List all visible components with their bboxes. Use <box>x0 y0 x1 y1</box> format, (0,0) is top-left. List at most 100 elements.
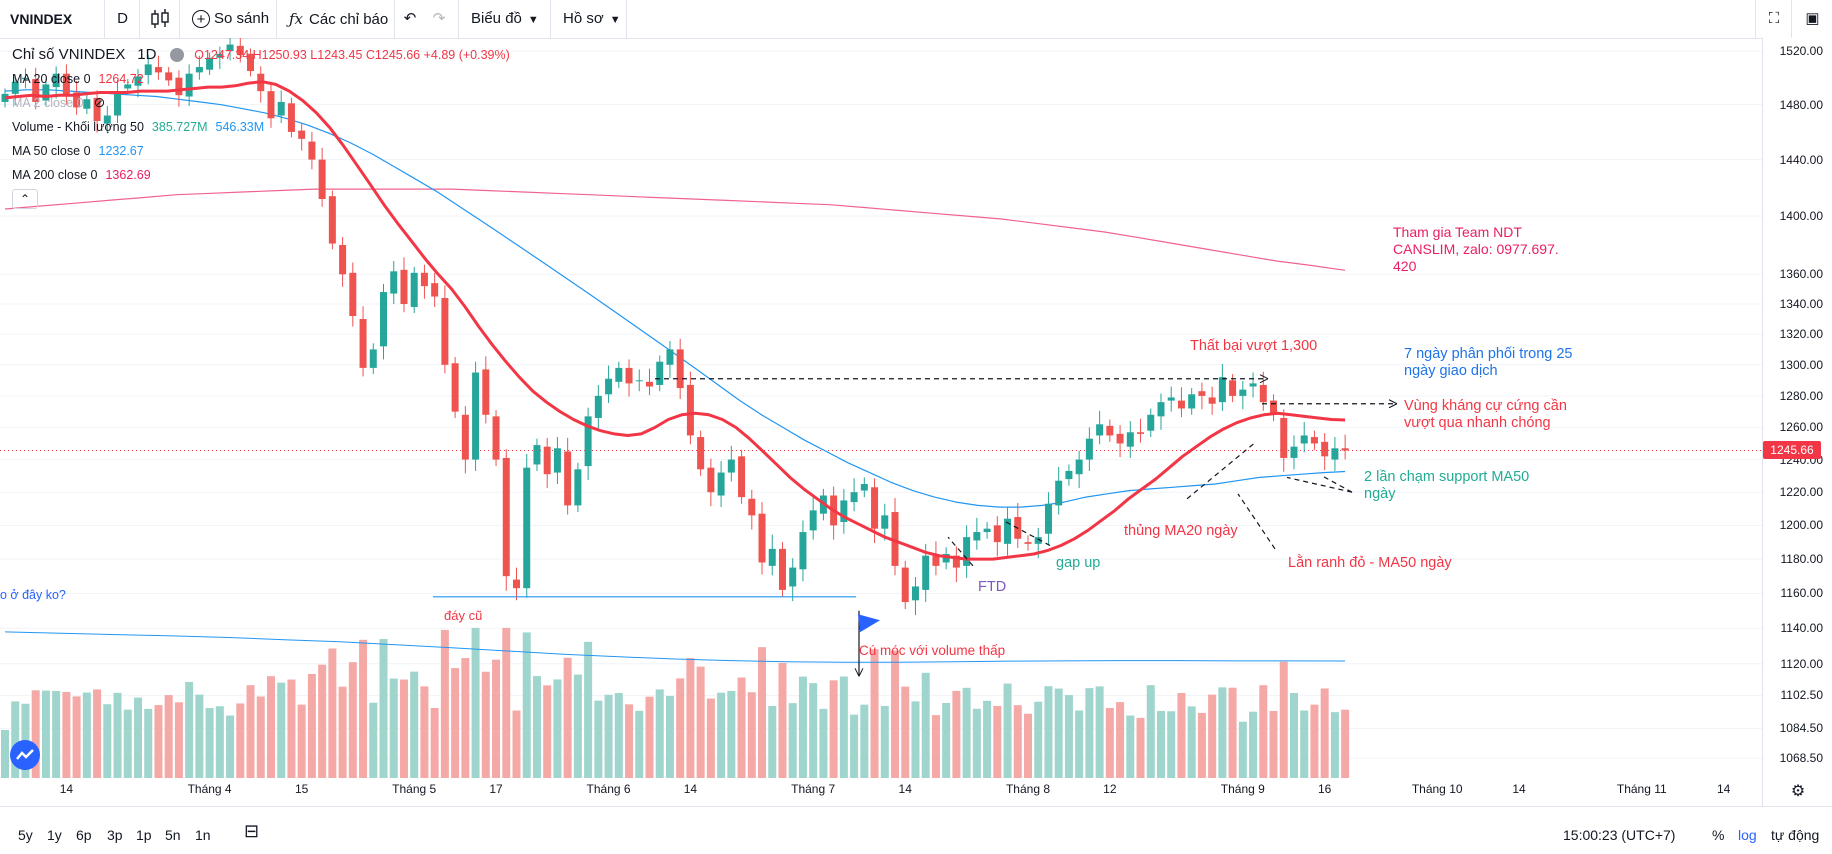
candle <box>891 512 899 566</box>
annotation-ma20-break[interactable]: thủng MA20 ngày <box>1124 523 1238 539</box>
volume-bar <box>144 708 153 778</box>
time-tick-label: Tháng 9 <box>1220 782 1265 796</box>
volume-bar <box>1136 717 1145 778</box>
volume-bar <box>532 676 541 778</box>
annotation-old-bottom[interactable]: đáy cũ <box>444 608 483 623</box>
candle <box>952 555 960 568</box>
price-chart[interactable] <box>0 38 1762 778</box>
redo-button[interactable]: ↷ <box>424 0 454 38</box>
candle <box>574 469 582 506</box>
volume-bar <box>604 694 613 778</box>
indicators-button[interactable]: ƒx Các chỉ báo <box>276 0 395 38</box>
volume-bar <box>205 708 214 778</box>
range-button-1y[interactable]: 1y <box>47 827 62 843</box>
compare-button[interactable]: + So sánh <box>179 0 277 38</box>
volume-bar <box>870 649 879 778</box>
candle <box>1126 432 1134 447</box>
range-button-5n[interactable]: 5n <box>165 827 181 843</box>
volume-bar <box>226 715 235 778</box>
legend-title: Chỉ số VNINDEX <box>12 46 126 63</box>
annotation-gap-up[interactable]: gap up <box>1056 555 1101 571</box>
legend-ma20[interactable]: MA 20 close 0 1264.72 <box>12 70 144 86</box>
candle <box>318 159 326 200</box>
volume-bar <box>778 662 787 778</box>
range-button-1n[interactable]: 1n <box>195 827 211 843</box>
annotation-fail-1300[interactable]: Thất bại vượt 1,300 <box>1190 338 1318 354</box>
date-range-button[interactable]: ⊟ <box>244 821 259 842</box>
bottom-toolbar: 5y 1y 6p 3p 1p 5n 1n ⊟ 15:00:23 (UTC+7) % log … <box>0 806 1832 854</box>
annotation-support[interactable]: 2 lần chạm support MA50 ngày <box>1364 469 1529 503</box>
undo-button[interactable]: ↶ <box>394 0 425 38</box>
candle <box>1055 480 1063 506</box>
candle <box>175 77 183 96</box>
volume-bar <box>1208 694 1217 778</box>
range-button-5y[interactable]: 5y <box>18 827 33 843</box>
candle <box>840 500 848 523</box>
price-tick-label: 1068.50 <box>1779 751 1823 766</box>
annotation-red-line[interactable]: Lằn ranh đỏ - MA50 ngày <box>1288 555 1452 571</box>
symbol-search[interactable]: VNINDEX <box>10 11 73 27</box>
candle <box>717 472 725 496</box>
price-tick-label: 1520.00 <box>1779 44 1823 59</box>
annotation-distribution[interactable]: 7 ngày phân phối trong 25 ngày giao dịch <box>1404 346 1573 380</box>
chart-menu-button[interactable]: Biểu đồ ▼ <box>458 0 550 38</box>
indicators-label: Các chỉ báo <box>309 11 389 28</box>
candle <box>328 196 336 244</box>
price-tick-label: 1220.00 <box>1779 485 1823 500</box>
candle <box>144 64 152 76</box>
annotation-distribution-line1: 7 ngày phân phối trong 25 <box>1404 346 1573 362</box>
ma2-label: MA 2 close 0 <box>12 96 84 110</box>
volume-bar <box>461 658 470 778</box>
candle-type-button[interactable] <box>139 0 180 38</box>
range-button-3p[interactable]: 3p <box>107 827 123 843</box>
volume-bar <box>1187 706 1196 778</box>
volume-bar <box>1054 688 1063 778</box>
time-tick-label: 14 <box>59 782 74 796</box>
legend-ma2-hidden[interactable]: MA 2 close 0 ⊘ <box>12 94 105 111</box>
volume-bar <box>1289 693 1298 778</box>
candle <box>236 45 244 56</box>
annotation-ftd[interactable]: FTD <box>978 579 1007 595</box>
top-toolbar: VNINDEX D + So sánh ƒx Các chỉ báo ↶ ↷ Biể… <box>0 0 1832 39</box>
volume-bar <box>758 647 767 778</box>
legend-ma200[interactable]: MA 200 close 0 1362.69 <box>12 166 151 182</box>
candle <box>349 272 357 317</box>
volume-value: 385.727M <box>151 120 208 134</box>
legend-volume[interactable]: Volume - Khối lượng 50 385.727M 546.33M <box>12 118 264 134</box>
legend-ma50[interactable]: MA 50 close 0 1232.67 <box>12 142 144 158</box>
annotation-hook[interactable]: Cú móc với volume thấp <box>859 643 1006 658</box>
candle <box>881 515 889 529</box>
eye-off-icon[interactable]: ⊘ <box>93 94 106 110</box>
candle <box>431 283 439 297</box>
axis-settings-button[interactable]: ⚙ <box>1762 778 1832 806</box>
volume-bar <box>328 648 337 778</box>
snapshot-button[interactable]: ▣ <box>1791 0 1832 38</box>
annotation-left-cut[interactable]: o ở đây ko? <box>0 588 66 602</box>
legend-collapse-button[interactable]: ⌃ <box>12 189 38 209</box>
candle <box>134 76 142 86</box>
chart-logo[interactable] <box>10 740 40 770</box>
price-tick-label: 1480.00 <box>1779 97 1823 112</box>
volume-bar <box>921 672 930 778</box>
volume-bar <box>502 627 511 778</box>
annotation-resistance[interactable]: Vùng kháng cự cứng cần vượt qua nhanh ch… <box>1404 398 1567 432</box>
percent-toggle[interactable]: % <box>1712 827 1725 843</box>
range-button-6p[interactable]: 6p <box>76 827 92 843</box>
interval-button[interactable]: D <box>104 0 140 38</box>
auto-toggle[interactable]: tự động <box>1771 827 1820 843</box>
candle <box>114 91 122 116</box>
clock[interactable]: 15:00:23 (UTC+7) <box>1563 827 1676 843</box>
candle <box>502 457 510 577</box>
ma20-line <box>4 80 1346 561</box>
fullscreen-button[interactable]: ⛶ <box>1755 0 1792 38</box>
profile-menu-button[interactable]: Hồ sơ ▼ <box>550 0 626 38</box>
range-button-1p[interactable]: 1p <box>136 827 152 843</box>
candle <box>52 73 60 88</box>
volume-bar <box>1269 710 1278 778</box>
log-toggle[interactable]: log <box>1738 827 1757 843</box>
annotation-team[interactable]: Tham gia Team NDT CANSLIM, zalo: 0977.69… <box>1393 224 1559 275</box>
volume-bar <box>962 687 971 778</box>
candle <box>1341 448 1349 451</box>
candle <box>380 292 388 347</box>
price-axis[interactable]: 1068.50 1084.50 1102.50 1120.00 1140.00 1160.… <box>1762 38 1832 778</box>
